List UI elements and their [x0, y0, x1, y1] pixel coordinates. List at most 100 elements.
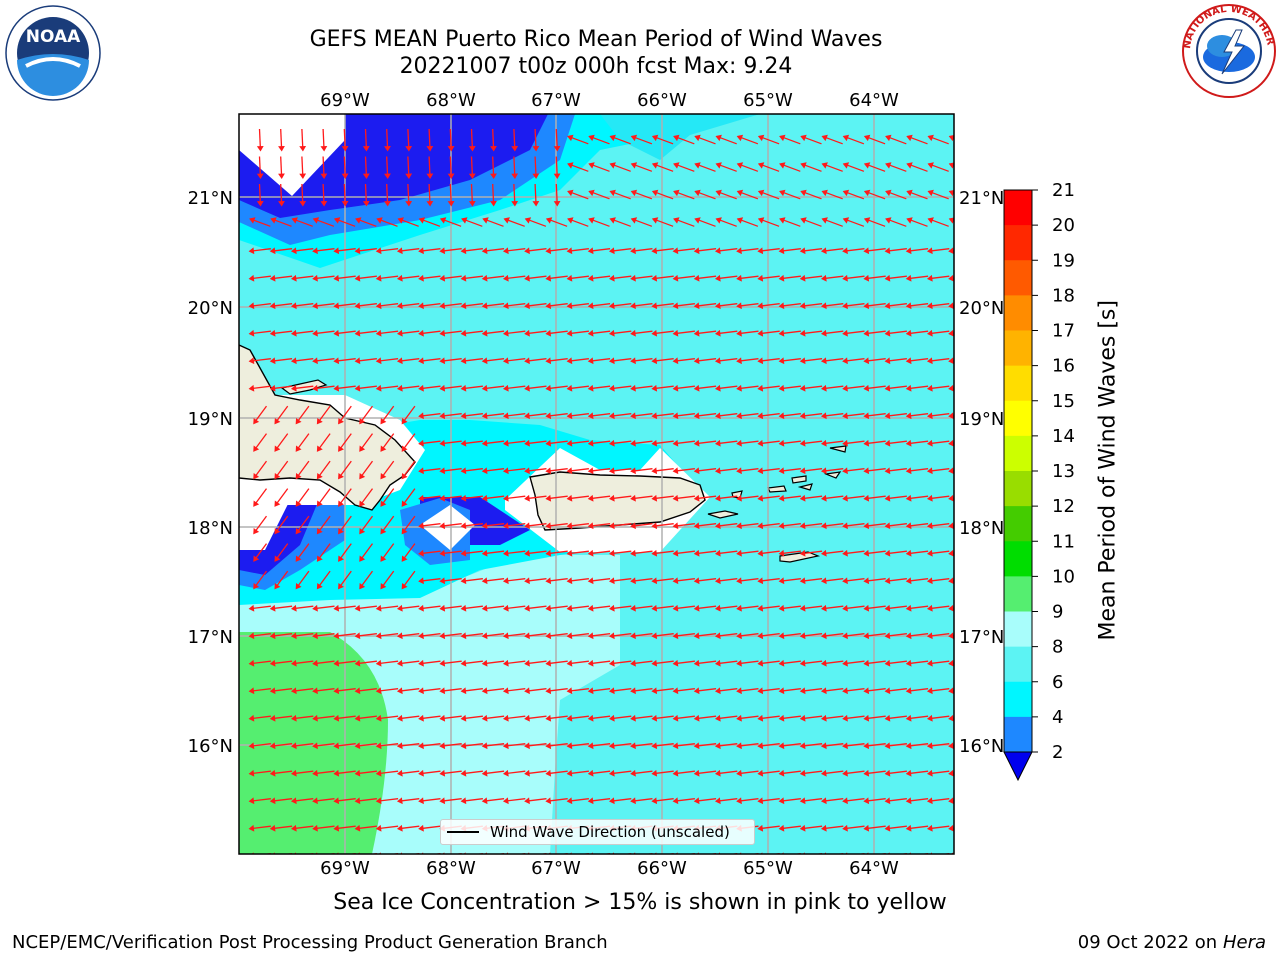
- wave-arrow-shaft: [740, 385, 759, 389]
- wave-arrow-head: [948, 604, 954, 612]
- wave-arrow-shaft: [634, 413, 653, 417]
- wave-arrow-shaft: [698, 248, 717, 252]
- wave-arrow-head: [926, 769, 933, 777]
- wave-arrow-head: [405, 200, 413, 207]
- wave-arrow-shaft: [338, 275, 356, 279]
- wave-arrow-head: [545, 467, 552, 475]
- wave-arrow-head: [757, 357, 764, 365]
- wave-arrow-head: [587, 687, 594, 695]
- wave-arrow-shaft: [364, 128, 367, 147]
- wave-arrow-head: [524, 769, 530, 777]
- wave-arrow-shaft: [295, 688, 314, 692]
- colorbar-segment: [1004, 576, 1032, 612]
- wave-arrow-head: [396, 824, 403, 832]
- colorbar-tick-label: 17: [1052, 321, 1075, 342]
- wave-arrow-head: [566, 329, 573, 337]
- wave-arrow-head: [736, 659, 742, 667]
- wave-arrow-shaft: [719, 440, 738, 444]
- wave-arrow-shaft: [316, 330, 335, 334]
- wave-arrow-shaft: [571, 275, 589, 279]
- wave-arrow-shaft: [507, 523, 526, 527]
- wave-arrow-head: [439, 274, 446, 282]
- wave-arrow-shaft: [422, 495, 441, 499]
- wave-arrow-head: [778, 412, 785, 420]
- wave-arrow-head: [269, 659, 276, 667]
- wave-arrow-shaft: [276, 433, 289, 449]
- wave-arrow-head: [799, 274, 806, 282]
- wave-arrow-shaft: [422, 660, 441, 664]
- wave-arrow-shaft: [534, 128, 537, 147]
- wave-arrow-head: [884, 769, 891, 777]
- wave-arrow-head: [253, 445, 260, 452]
- wave-arrow-head: [439, 687, 446, 695]
- wave-arrow-head: [248, 274, 255, 282]
- wave-arrow-shaft: [719, 523, 738, 527]
- wave-arrow-head: [736, 439, 742, 447]
- wave-arrow-head: [651, 577, 658, 585]
- wave-arrow-shaft: [359, 330, 377, 334]
- wave-arrow-head: [566, 357, 573, 365]
- wave-arrow-shaft: [513, 156, 516, 175]
- wave-arrow-head: [778, 687, 785, 695]
- wave-arrow-shaft: [528, 605, 547, 609]
- wave-arrow-shaft: [338, 660, 356, 664]
- wave-arrow-shaft: [316, 248, 335, 252]
- wave-arrow-head: [532, 173, 540, 180]
- wave-arrow-shaft: [889, 468, 907, 472]
- wave-arrow-head: [672, 659, 679, 667]
- wave-arrow-shaft: [592, 798, 611, 802]
- wave-arrow-shaft: [634, 770, 653, 774]
- wave-arrow-shaft: [592, 605, 611, 609]
- wave-arrow-head: [278, 173, 285, 180]
- wave-arrow-head: [316, 417, 323, 425]
- wave-arrow-shaft: [931, 137, 949, 145]
- colorbar-segment: [1004, 506, 1032, 542]
- wave-arrow-shaft: [253, 275, 271, 279]
- wave-arrow-head: [863, 742, 870, 750]
- wave-arrow-head: [338, 445, 344, 452]
- wave-arrow-shaft: [444, 468, 462, 472]
- wave-arrow-head: [566, 687, 573, 695]
- wave-arrow-head: [926, 384, 933, 392]
- wave-arrow-shaft: [422, 743, 441, 747]
- wave-arrow-head: [778, 439, 785, 447]
- colorbar-segment: [1004, 681, 1032, 718]
- wave-arrow-head: [295, 555, 302, 562]
- wave-arrow-shaft: [255, 405, 268, 421]
- wave-arrow-head: [651, 302, 658, 310]
- wave-arrow-head: [906, 217, 913, 224]
- wave-arrow-shaft: [846, 385, 865, 389]
- wave-arrow-shaft: [592, 219, 610, 227]
- wave-arrow-shaft: [359, 219, 377, 227]
- wave-arrow-head: [672, 549, 679, 557]
- wave-arrow-head: [693, 329, 700, 337]
- wave-arrow-shaft: [422, 248, 441, 252]
- wave-arrow-head: [566, 797, 573, 805]
- colorbar-segment: [1004, 435, 1032, 472]
- wave-arrow-head: [630, 439, 636, 447]
- wave-arrow-shaft: [338, 633, 356, 637]
- wave-arrow-shaft: [656, 164, 674, 172]
- wave-arrow-head: [375, 687, 382, 695]
- wave-arrow-shaft: [274, 330, 293, 334]
- wave-arrow-head: [608, 742, 615, 750]
- lon-label-top: 64°W: [849, 90, 899, 111]
- wave-arrow-shaft: [513, 128, 516, 147]
- wave-arrow-head: [290, 742, 297, 750]
- wave-arrow-head: [587, 659, 594, 667]
- colorbar-tick-label: 10: [1052, 566, 1075, 587]
- wave-arrow-head: [884, 714, 891, 722]
- wave-arrow-shaft: [507, 743, 526, 747]
- wave-arrow-shaft: [635, 192, 653, 200]
- wave-arrow-head: [799, 604, 806, 612]
- wave-arrow-shaft: [280, 183, 283, 202]
- wave-arrow-head: [376, 217, 383, 224]
- wave-arrow-shaft: [910, 219, 928, 227]
- wave-arrow-shaft: [550, 523, 568, 527]
- wave-arrow-head: [630, 384, 636, 392]
- wave-arrow-shaft: [380, 358, 399, 362]
- colorbar-tick-label: 12: [1052, 496, 1075, 517]
- wave-arrow-head: [524, 217, 532, 224]
- wave-arrow-head: [778, 247, 785, 255]
- wave-arrow-head: [651, 769, 658, 777]
